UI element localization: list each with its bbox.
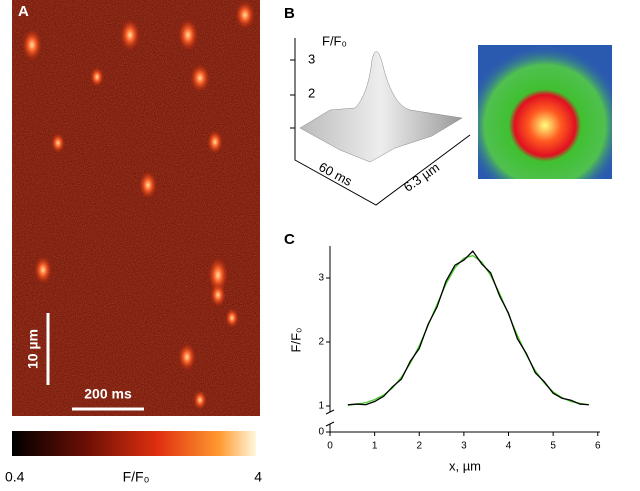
x-tick-label: 4	[506, 441, 512, 452]
surface	[299, 51, 463, 163]
scale-y-label: 10 µm	[25, 329, 41, 369]
t-label: 60 ms	[316, 159, 355, 189]
axis-break	[325, 421, 335, 427]
panel-a: A 10 µm 200 ms 0.4 F/F₀ 4	[5, 0, 262, 485]
series-line	[347, 250, 589, 406]
x-tick-label: 3	[461, 441, 467, 452]
x-tick-label: 2	[416, 441, 422, 452]
x-axis-label: x, µm	[449, 458, 481, 473]
panel-b: B 3 2 F/F₀ 60 ms 6.3 µm	[284, 5, 612, 206]
y-tick-label: 2	[318, 337, 324, 348]
axes-3d	[294, 38, 471, 206]
colorbar-label: F/F₀	[123, 469, 150, 485]
z-tick: 2	[308, 85, 315, 100]
z-tick: 3	[308, 51, 315, 66]
series-line	[347, 254, 589, 407]
panel-label: C	[284, 231, 295, 248]
x-tick-label: 0	[327, 441, 333, 452]
axis-break	[325, 409, 335, 415]
colorbar	[12, 431, 256, 456]
panel-label: B	[284, 5, 295, 22]
x-tick-label: 1	[372, 441, 378, 452]
z-label: F/F₀	[322, 33, 347, 48]
y-tick-label: 0	[318, 427, 324, 438]
scale-x-label: 200 ms	[84, 386, 132, 402]
panel-c: C	[284, 231, 295, 248]
y-axis-label: F/F₀	[288, 328, 303, 353]
x-tick-label: 5	[550, 441, 556, 452]
x-tick-label: 6	[595, 441, 601, 452]
noise	[12, 0, 260, 416]
colorbar-max: 4	[254, 469, 262, 485]
panel-label: A	[18, 3, 29, 20]
sparks	[22, 1, 255, 410]
x-label: 6.3 µm	[401, 160, 442, 195]
y-tick-label: 1	[318, 401, 324, 412]
colorbar-min: 0.4	[5, 469, 25, 485]
y-tick-label: 3	[318, 273, 324, 284]
